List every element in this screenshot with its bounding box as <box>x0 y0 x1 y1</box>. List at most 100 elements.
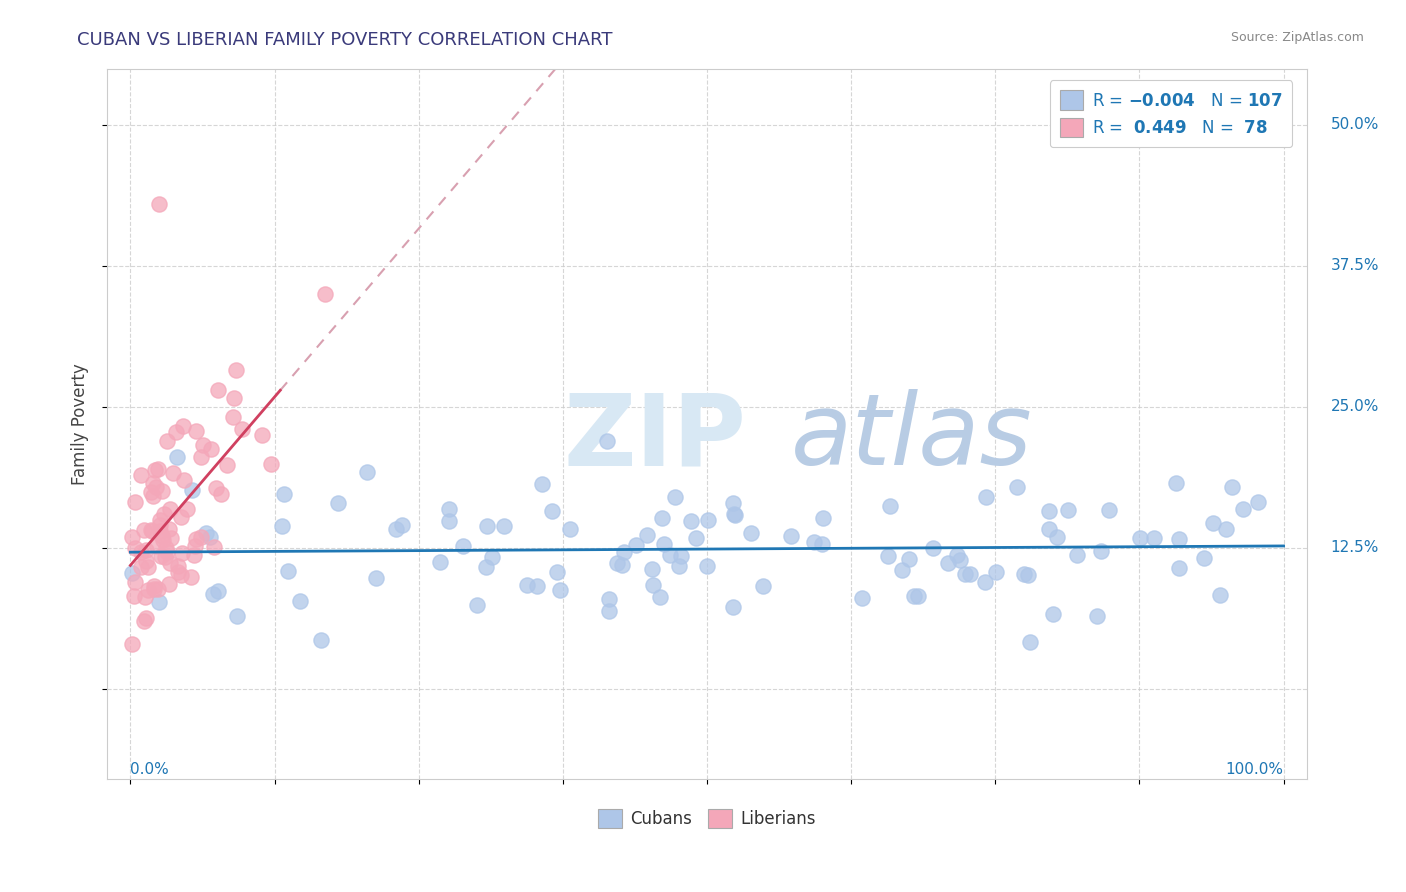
Point <box>974 490 997 504</box>
Point <box>598 591 620 606</box>
Point <box>155 550 177 565</box>
Point <box>531 477 554 491</box>
Point <box>723 600 745 615</box>
Point <box>124 541 146 555</box>
Point <box>146 461 169 475</box>
Point <box>1129 532 1152 546</box>
Point <box>160 532 183 546</box>
Point <box>984 565 1007 579</box>
Point <box>134 591 156 605</box>
Point <box>1209 588 1232 602</box>
Point <box>1085 609 1108 624</box>
Point <box>429 555 451 569</box>
Point <box>260 457 283 471</box>
Point <box>606 557 628 571</box>
Point <box>897 551 920 566</box>
Point <box>149 524 172 538</box>
Point <box>166 559 188 574</box>
Point <box>636 528 658 542</box>
Point <box>129 468 152 483</box>
Point <box>142 579 165 593</box>
Text: 50.0%: 50.0% <box>1330 118 1379 132</box>
Point <box>309 633 332 648</box>
Point <box>186 532 208 546</box>
Point <box>1056 503 1078 517</box>
Point <box>328 496 350 510</box>
Point <box>953 567 976 582</box>
Point <box>170 567 193 582</box>
Point <box>288 594 311 608</box>
Point <box>207 383 229 397</box>
Point <box>548 582 571 597</box>
Point <box>166 566 188 580</box>
Point <box>205 481 228 495</box>
Point <box>134 614 156 628</box>
Point <box>641 562 664 576</box>
Point <box>202 587 225 601</box>
Point <box>1098 503 1121 517</box>
Point <box>779 529 801 543</box>
Point <box>740 525 762 540</box>
Point <box>624 538 647 552</box>
Point <box>1038 522 1060 536</box>
Point <box>172 418 194 433</box>
Point <box>150 549 173 563</box>
Point <box>1164 476 1187 491</box>
Point <box>641 577 664 591</box>
Point <box>200 530 222 544</box>
Point <box>180 483 202 497</box>
Point <box>652 537 675 551</box>
Point <box>1194 551 1216 566</box>
Point <box>225 363 247 377</box>
Point <box>668 559 690 574</box>
Point <box>156 544 179 558</box>
Point <box>696 559 718 574</box>
Point <box>723 507 745 521</box>
Point <box>651 510 673 524</box>
Point <box>221 410 243 425</box>
Point <box>129 545 152 559</box>
Point <box>173 473 195 487</box>
Point <box>669 549 692 563</box>
Point <box>1042 607 1064 621</box>
Point <box>136 560 159 574</box>
Point <box>143 582 166 596</box>
Point <box>949 553 972 567</box>
Point <box>135 610 157 624</box>
Point <box>224 391 246 405</box>
Point <box>139 523 162 537</box>
Point <box>170 546 193 560</box>
Text: atlas: atlas <box>792 390 1032 486</box>
Point <box>959 567 981 582</box>
Y-axis label: Family Poverty: Family Poverty <box>72 363 89 484</box>
Point <box>209 487 232 501</box>
Point <box>752 579 775 593</box>
Point <box>1247 495 1270 509</box>
Point <box>142 489 165 503</box>
Point <box>903 589 925 603</box>
Point <box>149 518 172 533</box>
Point <box>451 539 474 553</box>
Point <box>135 542 157 557</box>
Point <box>193 438 215 452</box>
Point <box>136 583 159 598</box>
Point <box>1018 635 1040 649</box>
Point <box>157 522 180 536</box>
Point <box>1232 502 1254 516</box>
Point <box>170 510 193 524</box>
Point <box>121 566 143 580</box>
Point <box>938 556 960 570</box>
Point <box>1168 561 1191 575</box>
Point <box>159 502 181 516</box>
Point <box>1220 480 1243 494</box>
Point <box>1066 548 1088 562</box>
Text: 25.0%: 25.0% <box>1330 400 1379 414</box>
Point <box>515 578 537 592</box>
Point <box>277 564 299 578</box>
Point <box>141 524 163 538</box>
Point <box>946 548 969 562</box>
Point <box>648 591 671 605</box>
Point <box>613 545 636 559</box>
Point <box>811 537 834 551</box>
Point <box>721 496 744 510</box>
